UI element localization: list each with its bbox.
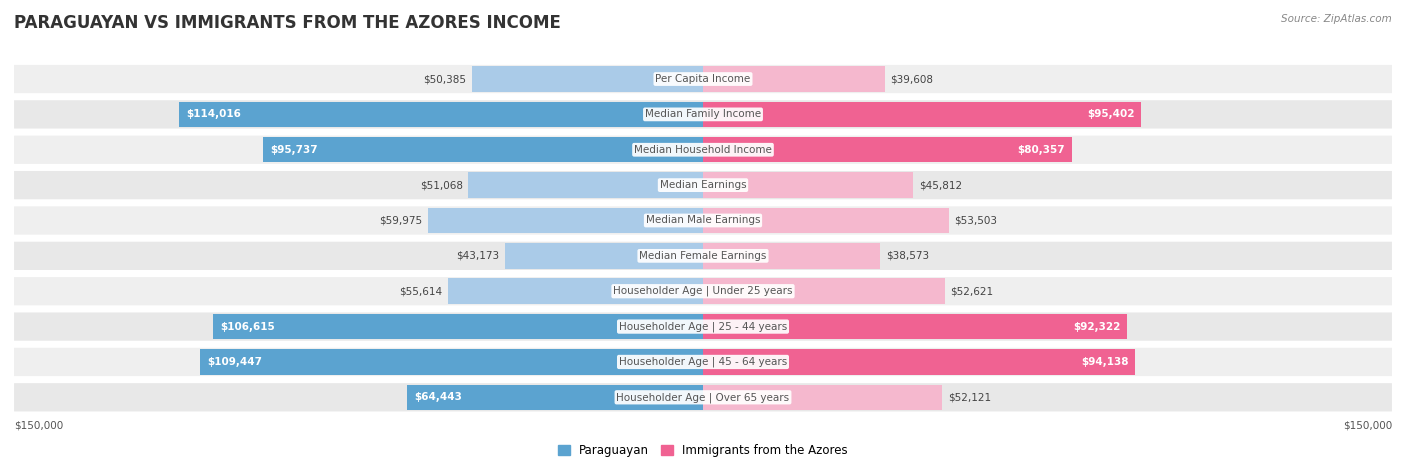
Text: $39,608: $39,608	[890, 74, 934, 84]
Text: $92,322: $92,322	[1073, 322, 1121, 332]
Bar	[427, 208, 703, 233]
FancyBboxPatch shape	[14, 277, 1392, 305]
Text: $106,615: $106,615	[221, 322, 276, 332]
Text: Median Female Earnings: Median Female Earnings	[640, 251, 766, 261]
FancyBboxPatch shape	[14, 171, 1392, 199]
Text: $80,357: $80,357	[1018, 145, 1066, 155]
Text: $43,173: $43,173	[456, 251, 499, 261]
Text: Median Family Income: Median Family Income	[645, 109, 761, 120]
Bar	[703, 137, 1071, 163]
Bar	[703, 208, 949, 233]
Text: $150,000: $150,000	[14, 420, 63, 430]
Text: $52,621: $52,621	[950, 286, 993, 296]
Text: $51,068: $51,068	[420, 180, 463, 190]
Text: $95,402: $95,402	[1087, 109, 1135, 120]
FancyBboxPatch shape	[14, 65, 1392, 93]
Text: $150,000: $150,000	[1343, 420, 1392, 430]
Bar	[505, 243, 703, 269]
Bar	[214, 314, 703, 340]
Text: PARAGUAYAN VS IMMIGRANTS FROM THE AZORES INCOME: PARAGUAYAN VS IMMIGRANTS FROM THE AZORES…	[14, 14, 561, 32]
Text: $50,385: $50,385	[423, 74, 465, 84]
Bar	[703, 172, 914, 198]
Text: Householder Age | Under 25 years: Householder Age | Under 25 years	[613, 286, 793, 297]
Text: $114,016: $114,016	[186, 109, 240, 120]
Text: $59,975: $59,975	[378, 215, 422, 226]
Bar	[468, 172, 703, 198]
Bar	[703, 385, 942, 410]
FancyBboxPatch shape	[14, 242, 1392, 270]
Text: Median Earnings: Median Earnings	[659, 180, 747, 190]
FancyBboxPatch shape	[14, 206, 1392, 234]
Text: $64,443: $64,443	[413, 392, 461, 402]
Legend: Paraguayan, Immigrants from the Azores: Paraguayan, Immigrants from the Azores	[554, 439, 852, 462]
Bar	[703, 102, 1142, 127]
Bar	[406, 385, 703, 410]
FancyBboxPatch shape	[14, 383, 1392, 411]
Text: Source: ZipAtlas.com: Source: ZipAtlas.com	[1281, 14, 1392, 24]
Text: Per Capita Income: Per Capita Income	[655, 74, 751, 84]
Bar	[200, 349, 703, 375]
Text: Householder Age | 45 - 64 years: Householder Age | 45 - 64 years	[619, 357, 787, 367]
Bar	[703, 349, 1136, 375]
Bar	[703, 278, 945, 304]
Text: $45,812: $45,812	[920, 180, 962, 190]
Text: $94,138: $94,138	[1081, 357, 1129, 367]
FancyBboxPatch shape	[14, 312, 1392, 341]
Bar	[471, 66, 703, 92]
Bar	[703, 243, 880, 269]
Text: Median Male Earnings: Median Male Earnings	[645, 215, 761, 226]
Text: Median Household Income: Median Household Income	[634, 145, 772, 155]
Text: $55,614: $55,614	[399, 286, 441, 296]
Text: $53,503: $53,503	[955, 215, 997, 226]
Text: $38,573: $38,573	[886, 251, 929, 261]
Bar	[447, 278, 703, 304]
FancyBboxPatch shape	[14, 100, 1392, 128]
Text: $52,121: $52,121	[948, 392, 991, 402]
Text: Householder Age | 25 - 44 years: Householder Age | 25 - 44 years	[619, 321, 787, 332]
Text: Householder Age | Over 65 years: Householder Age | Over 65 years	[616, 392, 790, 403]
Text: $109,447: $109,447	[207, 357, 262, 367]
Bar	[703, 314, 1128, 340]
Bar	[263, 137, 703, 163]
Bar	[180, 102, 703, 127]
Text: $95,737: $95,737	[270, 145, 318, 155]
Bar	[703, 66, 884, 92]
FancyBboxPatch shape	[14, 348, 1392, 376]
FancyBboxPatch shape	[14, 135, 1392, 164]
